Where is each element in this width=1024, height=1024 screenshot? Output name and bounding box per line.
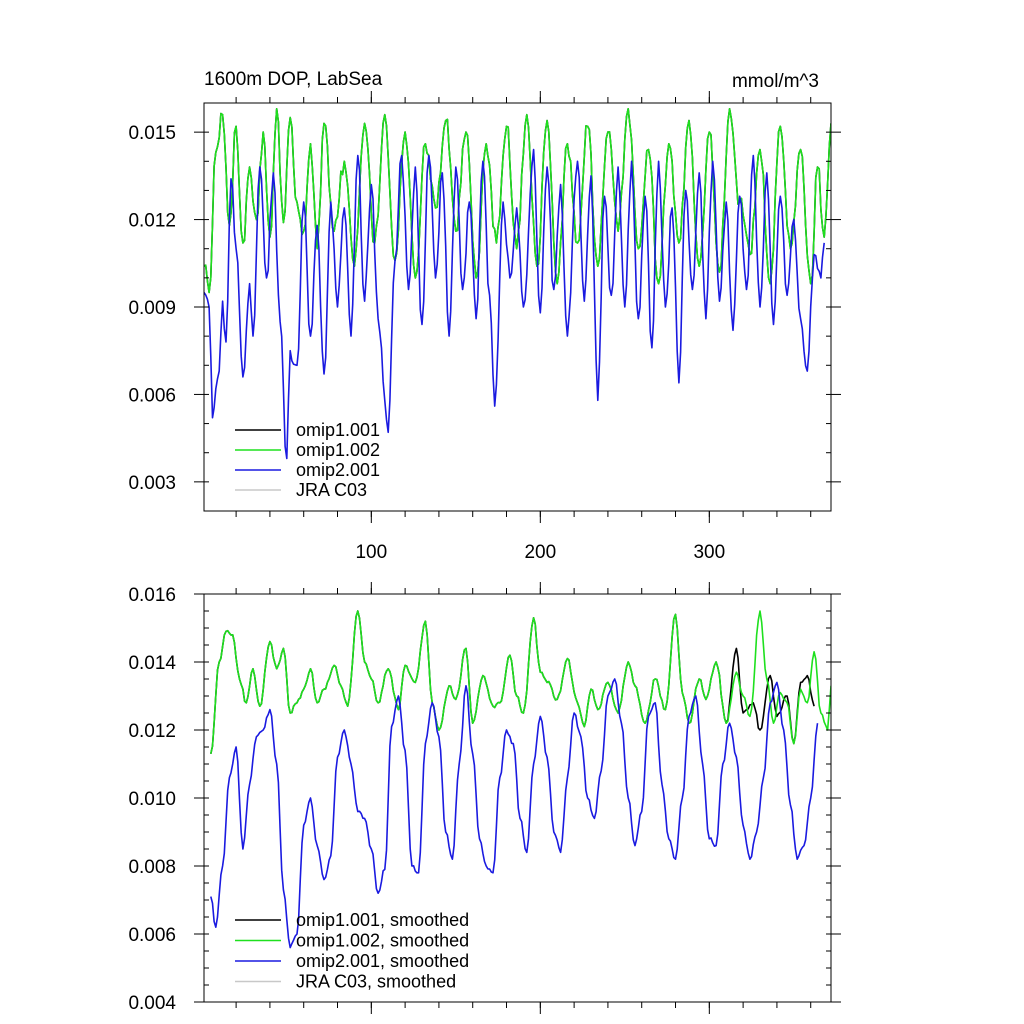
y-tick-label: 0.009 bbox=[128, 298, 176, 319]
y-tick-label: 0.003 bbox=[128, 473, 176, 494]
legend-label: omip1.002 bbox=[296, 440, 380, 460]
bottom-panel: 0.004 0.006 0.008 0.010 0.012 0.014 0.016 omip1… bbox=[128, 582, 841, 1014]
series-line-omip2-001 bbox=[204, 148, 825, 460]
x-tick-label: 200 bbox=[524, 542, 556, 563]
series-group bbox=[210, 610, 831, 949]
y-tick-label: 0.016 bbox=[128, 585, 176, 606]
legend-label: JRA C03 bbox=[296, 480, 367, 500]
legend-label: JRA C03, smoothed bbox=[296, 972, 456, 992]
x-tick-label: 300 bbox=[693, 542, 725, 563]
y-tick-label: 0.010 bbox=[128, 789, 176, 810]
y-tick-label: 0.004 bbox=[128, 993, 176, 1014]
y-tick-label: 0.014 bbox=[128, 653, 176, 674]
chart-units: mmol/m^3 bbox=[732, 71, 819, 92]
y-tick-label: 0.012 bbox=[128, 721, 176, 742]
x-tick-label: 100 bbox=[355, 542, 387, 563]
legend-label: omip1.001 bbox=[296, 420, 380, 440]
y-tick-label: 0.015 bbox=[128, 123, 176, 144]
series-group bbox=[204, 108, 831, 460]
series-line-omip1-002 bbox=[204, 108, 831, 294]
legend-label: omip2.001 bbox=[296, 460, 380, 480]
chart-title: 1600m DOP, LabSea bbox=[204, 69, 383, 90]
legend-label: omip2.001, smoothed bbox=[296, 951, 469, 971]
y-tick-label: 0.006 bbox=[128, 385, 176, 406]
top-panel: 0.003 0.006 0.009 0.012 0.015 100 200 300 1600m … bbox=[128, 69, 841, 563]
series-line-omip1-002-smoothed bbox=[210, 610, 831, 754]
legend-label: omip1.001, smoothed bbox=[296, 910, 469, 930]
y-tick-label: 0.006 bbox=[128, 925, 176, 946]
y-tick-label: 0.012 bbox=[128, 211, 176, 232]
y-tick-label: 0.008 bbox=[128, 857, 176, 878]
legend-label: omip1.002, smoothed bbox=[296, 931, 469, 951]
series-line-omip2-001-smoothed bbox=[210, 678, 819, 949]
